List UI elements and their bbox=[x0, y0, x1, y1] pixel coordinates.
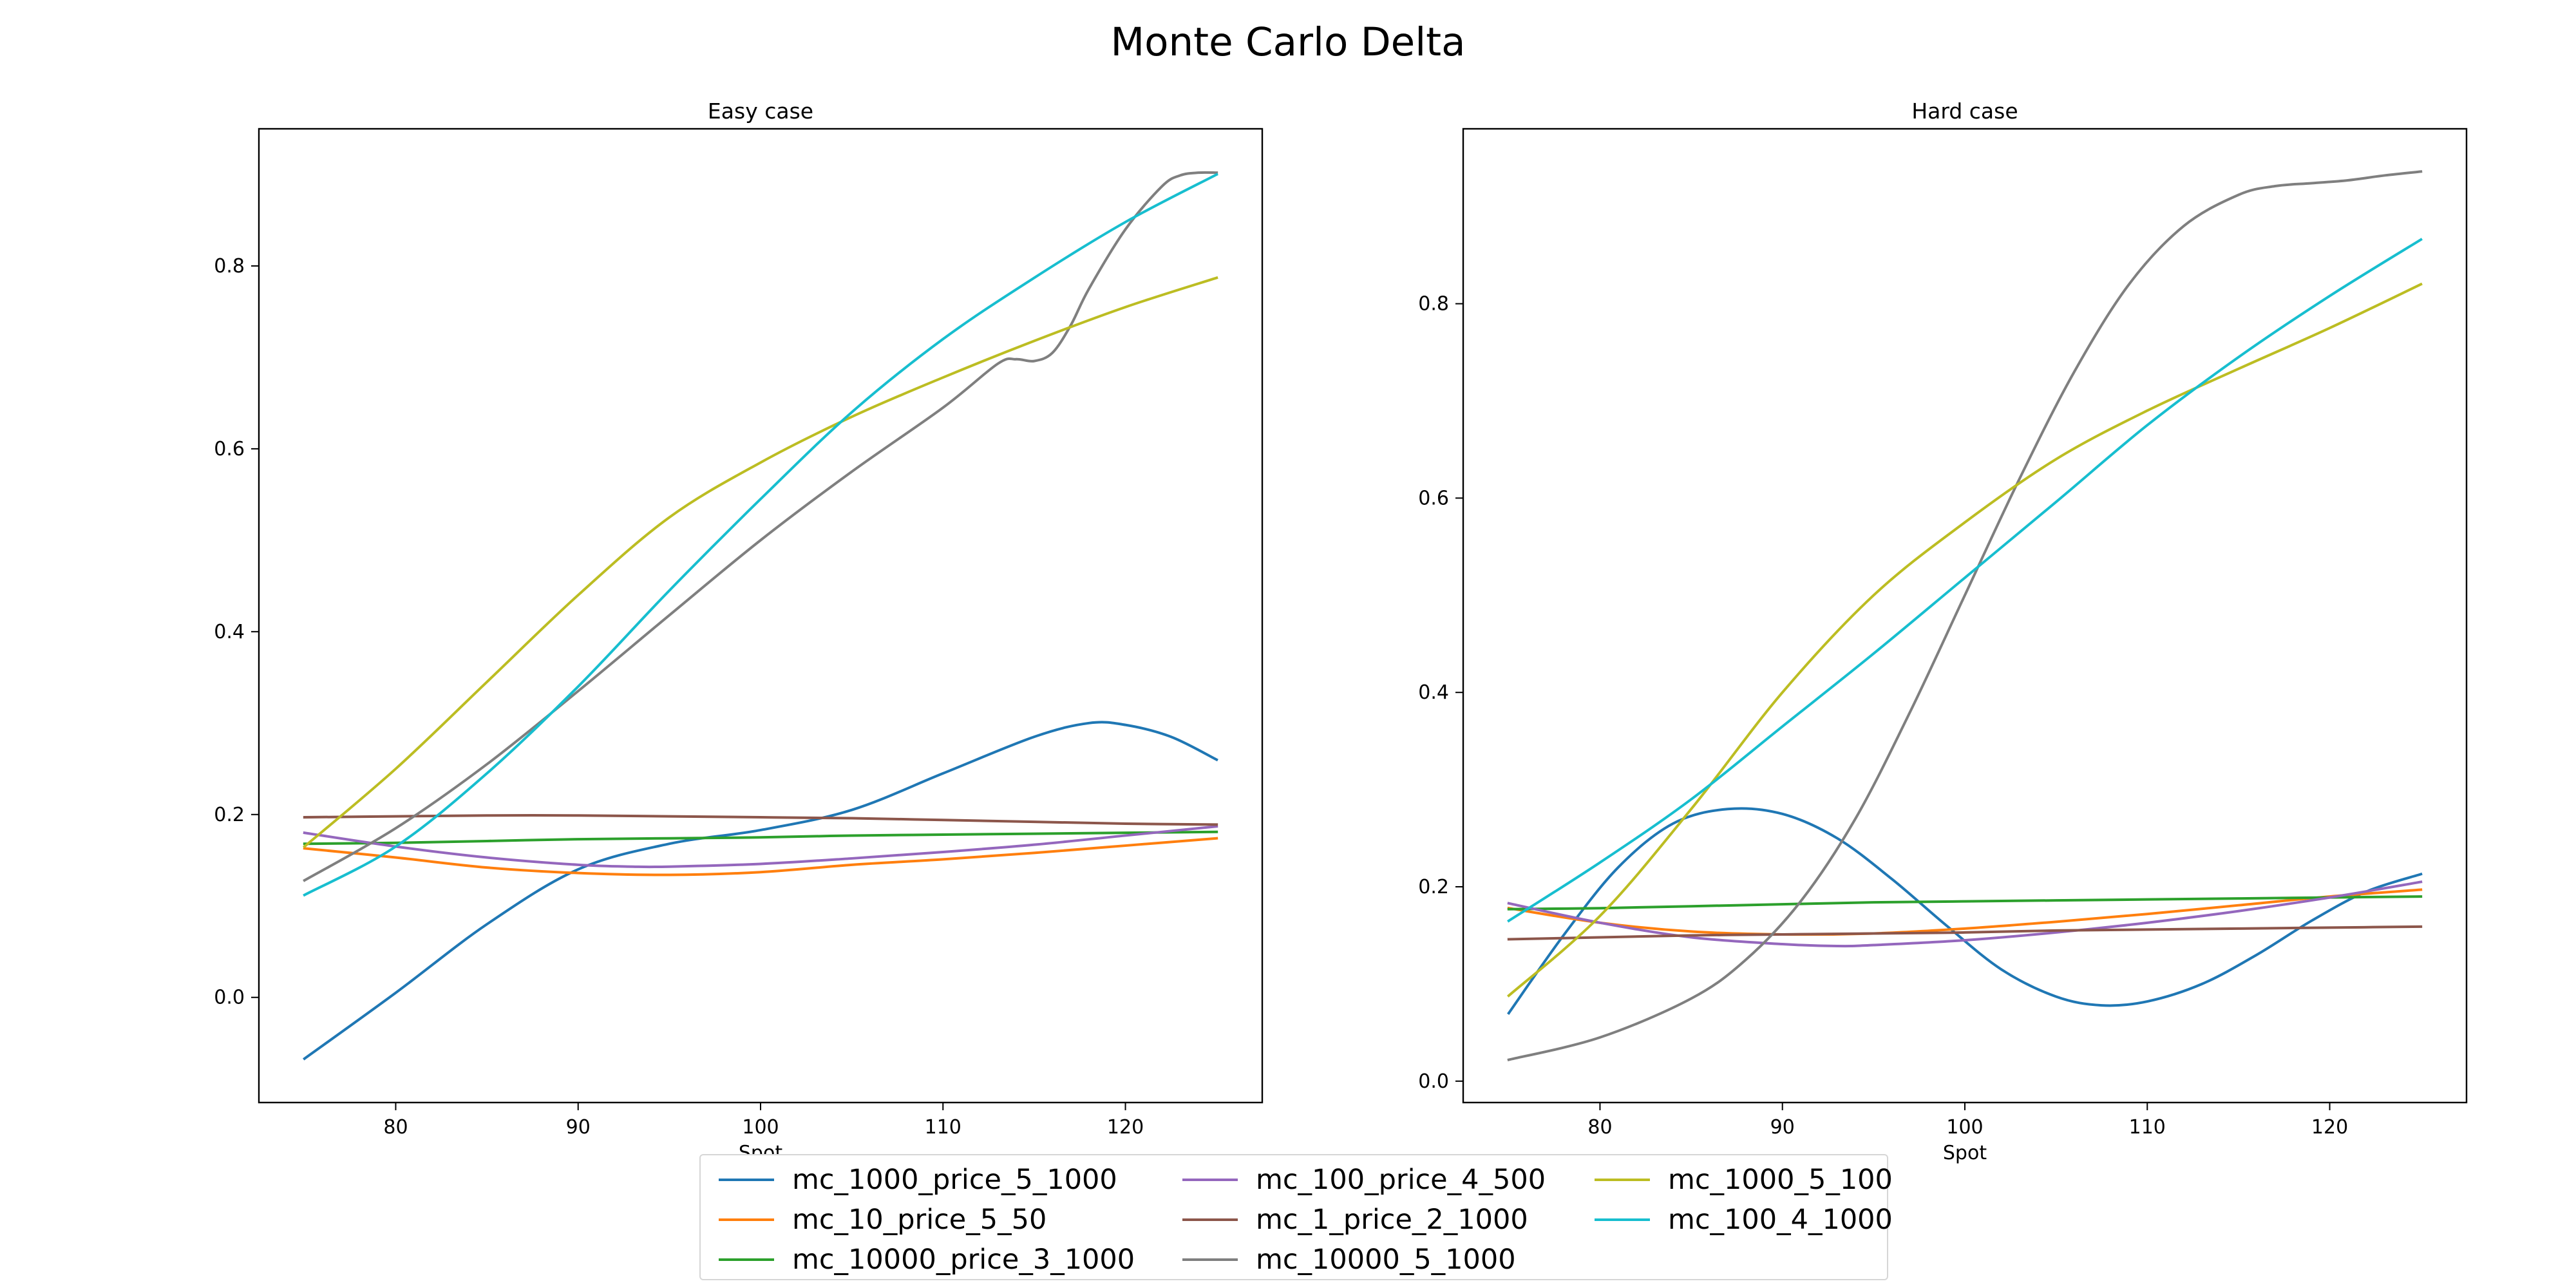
chart-title: Easy case bbox=[708, 99, 813, 124]
legend-swatch bbox=[1595, 1218, 1650, 1221]
series-line-mc_1_price_2_1000 bbox=[303, 814, 1218, 826]
x-tick-label: 110 bbox=[2129, 1116, 2166, 1139]
figure-title: Monte Carlo Delta bbox=[1110, 19, 1466, 65]
y-tick-label: 0.0 bbox=[1418, 1070, 1449, 1093]
y-tick-label: 0.6 bbox=[214, 438, 245, 460]
legend-swatch bbox=[719, 1258, 774, 1261]
x-tick-label: 100 bbox=[742, 1116, 779, 1139]
legend-label: mc_10000_price_3_1000 bbox=[792, 1244, 1135, 1276]
series-line-mc_10_price_5_50 bbox=[303, 837, 1218, 876]
legend-item: mc_100_price_4_500 bbox=[1182, 1160, 1546, 1199]
y-tick-label: 0.2 bbox=[1418, 876, 1449, 898]
legend-item: mc_100_4_1000 bbox=[1595, 1200, 1893, 1239]
legend-item: mc_10000_5_1000 bbox=[1182, 1240, 1516, 1279]
legend-swatch bbox=[1182, 1258, 1238, 1261]
series-line-mc_10_price_5_50 bbox=[1507, 888, 2423, 936]
series-line-mc_1000_price_5_1000 bbox=[1507, 807, 2423, 1015]
x-tick-label: 110 bbox=[925, 1116, 961, 1139]
y-tick-label: 0.4 bbox=[214, 621, 245, 643]
series-line-mc_100_4_1000 bbox=[1507, 238, 2423, 923]
x-tick-label: 80 bbox=[1587, 1116, 1612, 1139]
legend-label: mc_1000_price_5_1000 bbox=[792, 1164, 1117, 1196]
series-line-mc_1_price_2_1000 bbox=[1507, 925, 2423, 941]
legend-item: mc_1000_5_100 bbox=[1595, 1160, 1893, 1199]
series-line-mc_1000_5_100 bbox=[1506, 282, 2423, 998]
series-line-mc_100_price_4_500 bbox=[303, 825, 1218, 869]
hard-case-chart: Hard case 80 90 100 110 120 0.0 0.2 0.4 0.6 0.8 Spo… bbox=[1418, 99, 2468, 1164]
series-line-mc_1000_5_100 bbox=[303, 276, 1218, 849]
series-line-mc_10000_price_3_1000 bbox=[303, 830, 1218, 846]
series-line-mc_10000_5_1000 bbox=[303, 171, 1218, 882]
legend-item: mc_1000_price_5_1000 bbox=[719, 1160, 1117, 1199]
legend-swatch bbox=[1182, 1218, 1238, 1221]
series-line-mc_1000_price_5_1000 bbox=[303, 721, 1218, 1061]
series-line-mc_100_4_1000 bbox=[303, 173, 1218, 897]
legend-label: mc_10000_5_1000 bbox=[1256, 1244, 1516, 1276]
legend-item: mc_1_price_2_1000 bbox=[1182, 1200, 1528, 1239]
y-tick-label: 0.2 bbox=[214, 804, 245, 826]
x-tick-label: 120 bbox=[2311, 1116, 2348, 1139]
x-tick-label: 90 bbox=[566, 1116, 591, 1139]
chart-title: Hard case bbox=[1911, 99, 2018, 124]
legend-swatch bbox=[719, 1179, 774, 1181]
plot-frame bbox=[1462, 128, 2468, 1104]
legend-label: mc_1000_5_100 bbox=[1668, 1164, 1893, 1196]
y-tick-label: 0.4 bbox=[1418, 681, 1449, 704]
x-axis-label: Spot bbox=[1943, 1142, 1987, 1164]
legend-label: mc_1_price_2_1000 bbox=[1256, 1204, 1528, 1236]
plot-frame bbox=[258, 128, 1264, 1104]
y-tick-label: 0.8 bbox=[1418, 293, 1449, 316]
legend-swatch bbox=[1182, 1179, 1238, 1181]
series-line-mc_10000_price_3_1000 bbox=[1507, 895, 2423, 911]
x-tick-label: 80 bbox=[383, 1116, 408, 1139]
legend-item: mc_10_price_5_50 bbox=[719, 1200, 1046, 1239]
x-tick-label: 120 bbox=[1107, 1116, 1144, 1139]
x-tick-label: 100 bbox=[1946, 1116, 1983, 1139]
legend-label: mc_10_price_5_50 bbox=[792, 1204, 1047, 1236]
legend-item: mc_10000_price_3_1000 bbox=[719, 1240, 1135, 1279]
series-line-mc_100_price_4_500 bbox=[1507, 880, 2423, 948]
y-tick-label: 0.6 bbox=[1418, 487, 1449, 509]
legend: mc_1000_price_5_1000 mc_10_price_5_50 mc_1… bbox=[699, 1154, 1893, 1280]
legend-label: mc_100_4_1000 bbox=[1668, 1204, 1893, 1236]
x-tick-label: 90 bbox=[1770, 1116, 1795, 1139]
series-line-mc_10000_5_1000 bbox=[1507, 170, 2423, 1062]
legend-swatch bbox=[719, 1218, 774, 1221]
legend-swatch bbox=[1595, 1179, 1650, 1181]
y-tick-label: 0.8 bbox=[214, 255, 245, 278]
y-tick-label: 0.0 bbox=[214, 987, 245, 1009]
legend-label: mc_100_price_4_500 bbox=[1256, 1164, 1546, 1196]
